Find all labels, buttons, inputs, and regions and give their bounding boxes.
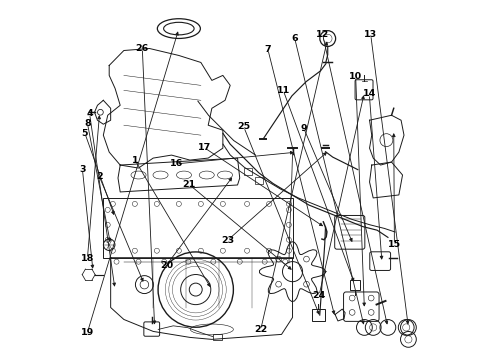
Text: 17: 17 — [197, 143, 210, 152]
Text: 12: 12 — [315, 30, 328, 39]
Text: 1: 1 — [132, 156, 138, 165]
Text: 18: 18 — [81, 254, 94, 263]
Text: 6: 6 — [291, 34, 297, 43]
Bar — [349, 280, 359, 290]
Text: 5: 5 — [81, 129, 88, 138]
Text: 8: 8 — [84, 119, 91, 128]
Bar — [103, 198, 292, 258]
Text: 9: 9 — [300, 123, 306, 132]
Text: 2: 2 — [96, 172, 102, 181]
Text: 16: 16 — [169, 159, 183, 168]
Text: 3: 3 — [79, 165, 85, 174]
Text: 11: 11 — [276, 86, 289, 95]
Text: 15: 15 — [387, 240, 400, 249]
Text: 10: 10 — [348, 72, 362, 81]
Text: 23: 23 — [221, 236, 234, 245]
Text: 19: 19 — [81, 328, 94, 337]
Text: 13: 13 — [364, 30, 377, 39]
Bar — [254, 177, 263, 184]
Text: 25: 25 — [237, 122, 250, 131]
Text: 4: 4 — [86, 109, 93, 118]
Text: 14: 14 — [362, 89, 375, 98]
Bar — [212, 334, 221, 340]
Text: 26: 26 — [135, 44, 149, 53]
Text: 24: 24 — [312, 291, 325, 300]
Text: 7: 7 — [264, 45, 270, 54]
Text: 20: 20 — [160, 261, 173, 270]
Text: 21: 21 — [182, 180, 195, 189]
Bar — [311, 310, 325, 321]
Bar — [244, 168, 252, 175]
Text: 22: 22 — [253, 325, 267, 334]
